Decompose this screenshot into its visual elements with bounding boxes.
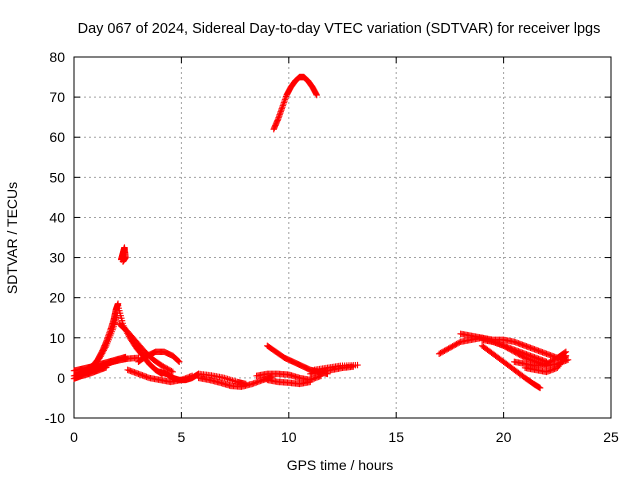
y-tick-label-20: 20 [49, 290, 65, 306]
data-point [307, 378, 314, 386]
data-point [435, 350, 443, 358]
data-point [437, 349, 444, 357]
data-point [160, 363, 167, 370]
data-point [438, 349, 446, 356]
data-point [500, 342, 507, 349]
data-point [161, 364, 168, 371]
data-point [324, 370, 331, 378]
data-point [515, 350, 522, 358]
y-tick-label-30: 30 [49, 250, 65, 266]
data-point [503, 344, 510, 351]
tick-labels: 0 5 10 15 20 25 -10 0 10 20 30 40 50 60 70 80 [45, 49, 619, 445]
data-point [441, 347, 448, 355]
axes-frame [73, 56, 612, 419]
track-arc-evening-drop [478, 342, 544, 392]
data-point [162, 364, 170, 372]
data-point [564, 356, 572, 364]
data-point [354, 361, 361, 369]
data-point [102, 344, 109, 351]
y-tick-label-70: 70 [49, 89, 65, 105]
plot-border [73, 56, 612, 419]
data-point [516, 351, 523, 359]
data-point [507, 346, 514, 353]
data-point [453, 340, 460, 348]
data-point [508, 347, 515, 354]
track-arc-descend-9 [264, 342, 331, 378]
data-point [164, 365, 171, 373]
data-point [520, 353, 527, 361]
data-point [511, 348, 518, 356]
data-point [513, 350, 521, 357]
data-point [449, 343, 456, 350]
chart-title: Day 067 of 2024, Sidereal Day-to-day VTE… [78, 21, 601, 37]
y-tick-label-0: 0 [57, 370, 65, 386]
data-point [169, 368, 177, 376]
y-tick-label-10: 10 [49, 330, 65, 346]
data-point [512, 349, 519, 356]
data-point [444, 346, 451, 353]
y-tick-label-60: 60 [49, 129, 65, 145]
data-point [168, 367, 175, 375]
track-arc-base-early-3 [70, 364, 110, 382]
x-tick-label-15: 15 [388, 429, 404, 445]
data-point [517, 352, 525, 359]
data-point [452, 341, 459, 348]
y-axis-label: SDTVAR / TECUs [4, 182, 20, 294]
track-arc-spike-rise-2 [83, 312, 121, 374]
data-point [242, 380, 250, 388]
y-tick-label-50: 50 [49, 169, 65, 185]
track-arc-evening-e [521, 352, 570, 376]
data-point [176, 358, 183, 366]
track-arc-isolated [118, 244, 129, 265]
data-point [562, 352, 570, 360]
data-point [536, 384, 544, 392]
data-point [504, 344, 511, 352]
data-point [509, 347, 517, 355]
data-point [175, 357, 182, 365]
x-tick-label-5: 5 [178, 429, 186, 445]
data-point [445, 345, 452, 352]
data-point [456, 339, 463, 346]
y-tick-label--10: -10 [45, 410, 65, 426]
data-point [166, 367, 174, 374]
y-tick-label-80: 80 [49, 49, 65, 65]
data-point [165, 366, 172, 373]
track-arc-hump [135, 348, 183, 366]
x-axis-label: GPS time / hours [287, 457, 394, 473]
x-tick-label-10: 10 [281, 429, 297, 445]
data-points [70, 73, 572, 392]
y-tick-label-40: 40 [49, 209, 65, 225]
x-tick-label-0: 0 [70, 429, 78, 445]
data-point [446, 344, 454, 352]
data-point [450, 342, 458, 349]
data-point [313, 91, 320, 99]
track-arc-flat-9-11-b [264, 376, 314, 388]
data-point [119, 258, 127, 265]
data-point [439, 348, 447, 355]
track-arc-mid-low [124, 366, 196, 386]
data-point [442, 346, 450, 354]
data-point [505, 345, 513, 353]
data-point [158, 362, 166, 370]
track-arc-peak [270, 73, 320, 133]
track-arc-valley [195, 373, 275, 390]
data-point [501, 343, 509, 350]
x-tick-label-20: 20 [496, 429, 512, 445]
data-point [448, 343, 455, 351]
data-point [519, 353, 526, 360]
x-tick-label-25: 25 [603, 429, 619, 445]
data-point [561, 354, 569, 361]
track-arc-evening-c [511, 348, 570, 370]
data-point [103, 364, 110, 371]
data-point [122, 353, 129, 361]
track-arc-valley-2 [195, 370, 250, 388]
data-point [454, 340, 462, 347]
